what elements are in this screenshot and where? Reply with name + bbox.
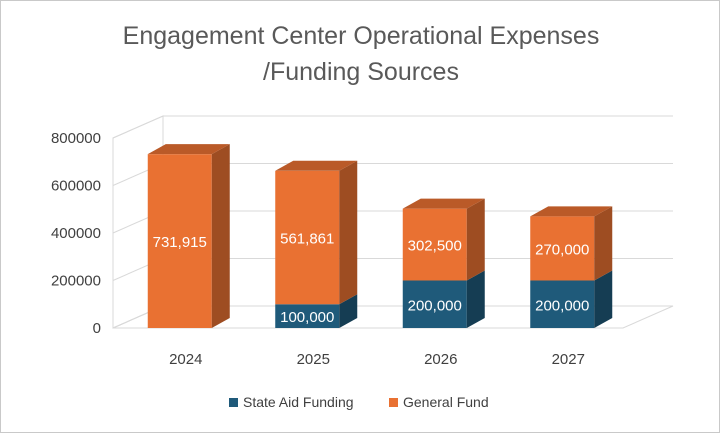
y-tick-label: 800000: [51, 130, 101, 147]
x-tick-label: 2026: [424, 351, 457, 368]
bar-2027-state-aid-funding: [530, 280, 595, 328]
data-label: 200,000: [408, 297, 462, 314]
data-label: 561,861: [280, 231, 334, 248]
bar-2025-general-fund: [275, 170, 340, 305]
bar-top: [530, 206, 613, 217]
x-tick-label: 2027: [552, 351, 585, 368]
y-tick-label: 400000: [51, 225, 101, 242]
data-label: 100,000: [280, 309, 334, 326]
data-label: 200,000: [535, 297, 589, 314]
bars: 731,915 100,000 561,861 200,000 302,500 200,0…: [147, 144, 613, 328]
data-label: 731,915: [153, 234, 207, 251]
x-tick-label: 2025: [297, 351, 330, 368]
bar-side: [339, 294, 358, 328]
y-tick-label: 200000: [51, 273, 101, 290]
bar-side: [339, 160, 358, 305]
x-tick-label: 2024: [169, 351, 202, 368]
bar-top: [275, 160, 358, 171]
x-axis-ticks: 2024 2025 2026 2027: [169, 351, 585, 368]
bar-2026-state-aid-funding: [402, 280, 467, 328]
legend-label: General Fund: [403, 394, 489, 410]
bar-side: [466, 198, 485, 281]
bar-side: [211, 144, 230, 328]
legend-swatch: [389, 398, 398, 407]
chart-title-line-2: /Funding Sources: [263, 58, 459, 86]
legend: State Aid Funding General Fund: [229, 394, 489, 410]
bar-side: [594, 270, 613, 328]
legend-swatch: [229, 398, 238, 407]
data-label: 270,000: [535, 241, 589, 258]
y-axis-ticks: 0 200000 400000 600000 800000: [51, 130, 101, 337]
y-tick-label: 0: [93, 320, 101, 337]
bar-top: [402, 198, 485, 209]
chart-title-line-1: Engagement Center Operational Expenses: [123, 22, 600, 50]
bar-side: [594, 206, 613, 281]
data-label: 302,500: [408, 238, 462, 255]
y-tick-label: 600000: [51, 178, 101, 195]
bar-top: [147, 144, 230, 155]
gridline: [112, 115, 673, 139]
bar-side: [466, 270, 485, 328]
bar-2025-state-aid-funding: [275, 304, 340, 328]
bar-2024-general-fund: [147, 154, 212, 328]
bar-2027-general-fund: [530, 216, 595, 281]
bar-2026-general-fund: [402, 208, 467, 281]
legend-label: State Aid Funding: [243, 394, 354, 410]
